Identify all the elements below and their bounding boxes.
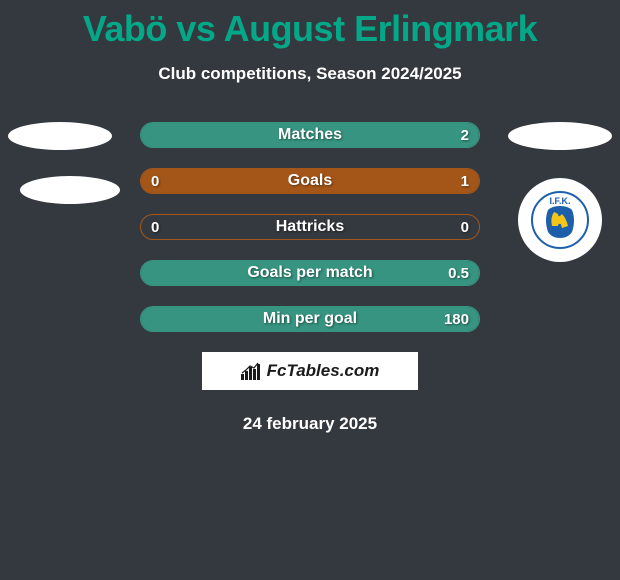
stat-label: Goals per match: [141, 264, 479, 282]
page-subtitle: Club competitions, Season 2024/2025: [0, 64, 620, 84]
date-text: 24 february 2025: [0, 414, 620, 434]
stat-row-min-per-goal: Min per goal 180: [140, 306, 480, 332]
stat-label: Hattricks: [141, 218, 479, 236]
stat-value-right: 2: [461, 127, 469, 144]
stat-label: Goals: [141, 172, 479, 190]
stat-row-goals-per-match: Goals per match 0.5: [140, 260, 480, 286]
stat-value-right: 0.5: [448, 265, 469, 282]
stat-row-matches: Matches 2: [140, 122, 480, 148]
stat-value-right: 1: [461, 173, 469, 190]
brand-text: FcTables.com: [267, 361, 380, 381]
stat-row-hattricks: 0 Hattricks 0: [140, 214, 480, 240]
stat-value-right: 0: [461, 219, 469, 236]
stat-label: Matches: [141, 126, 479, 144]
bar-chart-icon: [241, 362, 261, 380]
brand-box: FcTables.com: [202, 352, 418, 390]
stats-container: Matches 2 0 Goals 1 0 Hattricks 0 Goals …: [0, 122, 620, 332]
stat-value-right: 180: [444, 311, 469, 328]
page-title: Vabö vs August Erlingmark: [0, 0, 620, 50]
stat-label: Min per goal: [141, 310, 479, 328]
stat-row-goals: 0 Goals 1: [140, 168, 480, 194]
